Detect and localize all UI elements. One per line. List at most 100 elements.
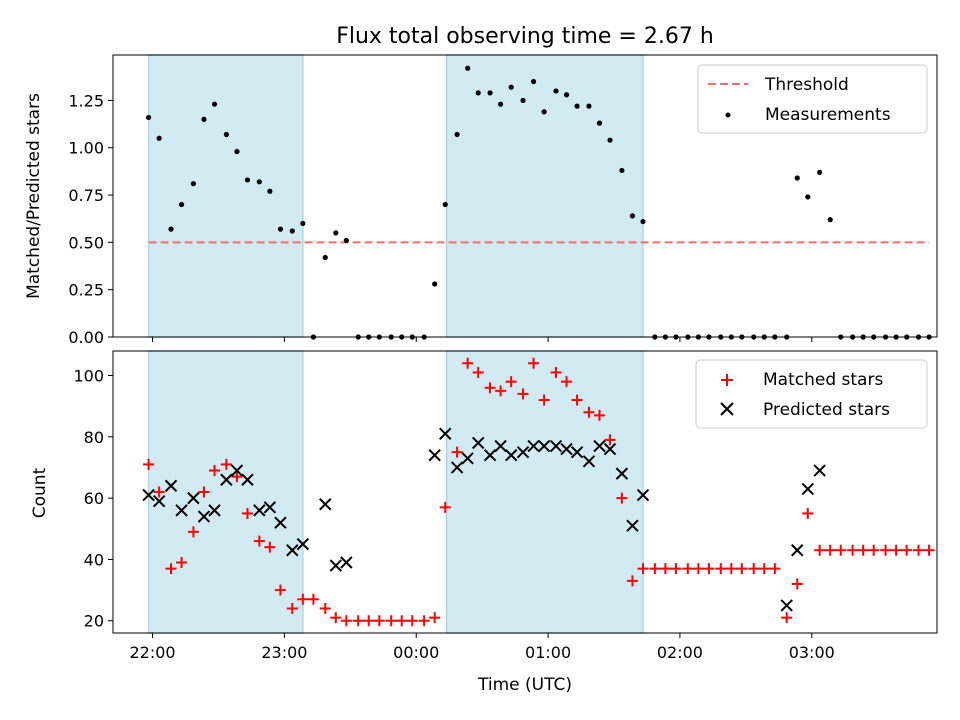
bottom-legend-box [695, 359, 928, 429]
measurement-point [619, 167, 625, 174]
matched-point [429, 612, 441, 624]
matched-point [143, 458, 155, 470]
bottom-y-axis-label: Count [30, 467, 50, 518]
matched-point [406, 615, 418, 627]
matched-point [758, 563, 770, 575]
predicted-point [471, 436, 485, 450]
measurement-point [442, 201, 448, 208]
top-legend-box [697, 64, 928, 134]
top-legend: Threshold Measurements [697, 64, 928, 134]
predicted-legend-swatch [720, 402, 734, 416]
measurement-point [234, 148, 240, 155]
measurement-point [190, 181, 197, 187]
predicted-point [813, 464, 826, 477]
measurement-point [541, 109, 547, 115]
top-shaded-span [445, 54, 644, 338]
matched-point [550, 366, 562, 378]
predicted-point [286, 544, 299, 557]
predicted-point [570, 445, 584, 459]
predicted-point [329, 559, 343, 572]
predicted-point [494, 439, 507, 453]
top-y-tick-label: 1.00 [68, 139, 104, 158]
matched-point [187, 526, 199, 538]
measurement-point [629, 213, 636, 219]
matched-point [165, 563, 177, 575]
matched-point [901, 544, 913, 556]
matched-point [637, 563, 649, 575]
matched-point [814, 544, 826, 556]
measurement-point [454, 131, 460, 138]
matched-point [418, 615, 430, 627]
matched-point [715, 563, 727, 575]
x-tick-label: 01:00 [525, 643, 571, 662]
predicted-point [241, 473, 254, 486]
matched-point [264, 541, 276, 553]
matched-point [748, 563, 760, 575]
measurement-point [201, 116, 207, 122]
predicted-point [549, 439, 563, 453]
measurements-legend-swatch [725, 112, 731, 118]
predicted-point [263, 501, 277, 514]
matched-point [352, 615, 364, 627]
predicted-point [504, 449, 518, 462]
matched-point [538, 394, 550, 406]
matched-point [571, 394, 583, 406]
measurement-point [333, 230, 339, 236]
top-y-tick-label: 0.25 [68, 281, 104, 300]
matched-point [736, 563, 748, 575]
measurement-point [794, 175, 800, 181]
x-tick-label: 00:00 [393, 643, 439, 662]
top-y-tick-label: 0.50 [68, 233, 104, 252]
x-tick-label: 23:00 [261, 643, 307, 662]
predicted-point [152, 494, 166, 508]
matched-point [561, 376, 573, 388]
matched-point [176, 557, 188, 568]
bottom-y-tick-label: 100 [73, 367, 104, 386]
matched-point [725, 563, 737, 575]
matched-point [670, 563, 682, 575]
predicted-point [791, 544, 804, 557]
predicted-point [230, 464, 244, 477]
measurement-point [563, 92, 570, 98]
measurement-point [343, 237, 349, 244]
matched-point [868, 544, 880, 556]
matched-point [209, 465, 221, 477]
bottom-y-tick-label: 80 [84, 428, 104, 447]
matched-point [198, 486, 210, 498]
predicted-point [626, 519, 639, 532]
measurement-point [487, 90, 493, 96]
matched-point [528, 357, 540, 369]
measurement-point [805, 194, 811, 200]
top-panel: 0.00 0.25 0.50 0.75 1.00 1.25 [68, 54, 938, 347]
matched-point [583, 406, 595, 418]
matched-point [495, 385, 507, 397]
threshold-legend-label: Threshold [764, 75, 849, 95]
measurement-point [530, 78, 537, 85]
predicted-point [253, 504, 266, 517]
top-shaded-span [147, 54, 304, 338]
measurement-point [640, 218, 646, 225]
measurement-point [223, 131, 229, 138]
bottom-legend: Matched stars Predicted stars [695, 359, 928, 429]
predicted-point [801, 482, 815, 496]
matched-point [593, 409, 605, 421]
top-axes-frame [112, 54, 938, 338]
bottom-shaded-span [445, 350, 644, 634]
matched-point [703, 563, 715, 575]
measurement-point [267, 188, 273, 194]
predicted-point [187, 491, 200, 505]
predicted-point [516, 445, 530, 459]
predicted-point [439, 427, 452, 440]
measurements-legend-label: Measurements [765, 105, 891, 125]
matched-point [472, 366, 484, 378]
top-y-tick-label: 0.00 [68, 328, 104, 347]
predicted-point [296, 537, 310, 551]
matched-point [659, 563, 671, 575]
matched-point [274, 584, 286, 596]
matched-point [330, 612, 342, 624]
predicted-point [319, 498, 332, 511]
matched-point [649, 563, 661, 575]
predicted-point [636, 488, 650, 502]
predicted-point [615, 467, 629, 480]
matched-point [692, 563, 704, 575]
